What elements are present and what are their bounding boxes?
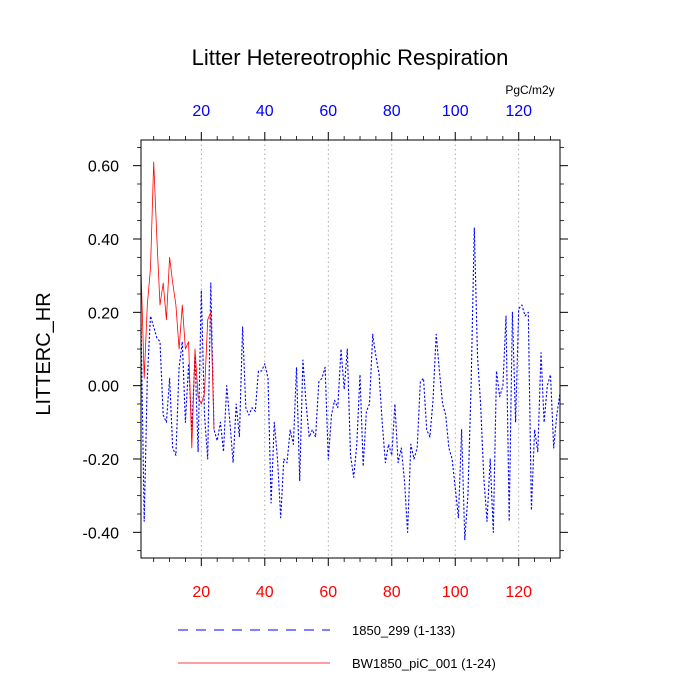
units-label: PgC/m2y — [505, 83, 554, 97]
y-tick-label-0.40: 0.40 — [88, 232, 119, 249]
axis-ticks: 20 20 40 40 60 60 80 80 100 100 120 120 -0.40 -0.20 0.… — [83, 103, 568, 601]
data-series — [140, 161, 561, 541]
x-tick-label-bottom-20: 20 — [192, 584, 210, 601]
y-tick-label-0.60: 0.60 — [88, 159, 119, 176]
x-tick-label-top-40: 40 — [256, 103, 274, 120]
chart-title: Litter Hetereotrophic Respiration — [192, 45, 509, 70]
y-tick-label-0.00: 0.00 — [88, 379, 119, 396]
series-line-1 — [140, 227, 561, 541]
series-line-2 — [140, 161, 215, 449]
x-tick-label-top-120: 120 — [505, 103, 532, 120]
legend-label-series-1: 1850_299 (1-133) — [352, 623, 455, 638]
x-tick-label-bottom-80: 80 — [383, 584, 401, 601]
x-tick-label-bottom-60: 60 — [319, 584, 337, 601]
x-tick-label-top-20: 20 — [192, 103, 210, 120]
y-tick-label-0.20: 0.20 — [88, 305, 119, 322]
x-tick-label-bottom-40: 40 — [256, 584, 274, 601]
y-tick-label--0.20: -0.20 — [83, 452, 120, 469]
legend-label-series-2: BW1850_piC_001 (1-24) — [352, 656, 496, 671]
x-tick-label-top-100: 100 — [442, 103, 469, 120]
grid-lines — [200, 140, 520, 558]
x-tick-label-bottom-120: 120 — [505, 584, 532, 601]
x-tick-label-top-80: 80 — [383, 103, 401, 120]
legend: 1850_299 (1-133) BW1850_piC_001 (1-24) — [178, 623, 496, 671]
y-axis-label: LITTERC_HR — [33, 292, 55, 415]
y-tick-label--0.40: -0.40 — [83, 525, 120, 542]
plot-frame — [140, 139, 561, 559]
x-tick-label-bottom-100: 100 — [442, 584, 469, 601]
x-tick-label-top-60: 60 — [319, 103, 337, 120]
